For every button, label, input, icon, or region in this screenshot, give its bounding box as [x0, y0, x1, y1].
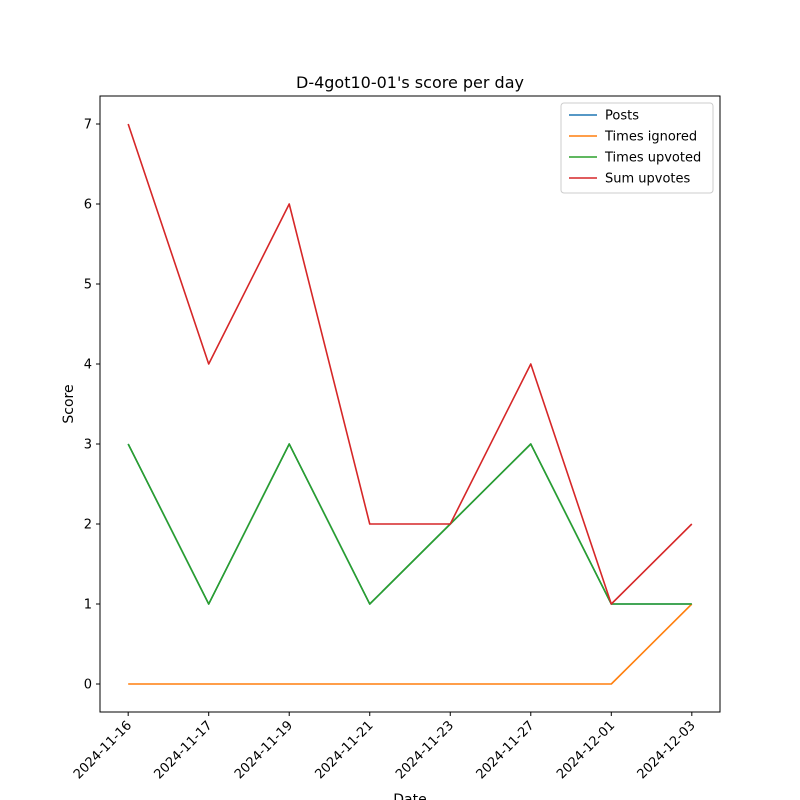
x-axis-label: Date [393, 792, 426, 800]
plot-frame [99, 95, 721, 713]
series-line-3 [127, 123, 693, 605]
chart-title: D-4got10-01's score per day [296, 73, 524, 92]
x-tick-label-0: 2024-11-16 [71, 718, 135, 782]
x-tick-label-6: 2024-12-01 [554, 718, 618, 782]
y-tick-label-0: 0 [84, 678, 92, 693]
series-line-1 [128, 603, 693, 685]
y-tick-label-2: 2 [84, 518, 92, 533]
x-tick-label-2: 2024-11-19 [232, 718, 296, 782]
y-tick-label-6: 6 [84, 198, 92, 213]
legend-label-0: Posts [605, 109, 639, 124]
x-tick-label-3: 2024-11-21 [313, 718, 377, 782]
y-tick-label-7: 7 [84, 118, 92, 133]
legend-label-2: Times upvoted [604, 151, 701, 166]
legend-label-3: Sum upvotes [605, 172, 691, 187]
legend-box [560, 102, 714, 194]
legend: Posts Times ignored Times upvoted Sum upvot… [560, 102, 714, 194]
y-tick-label-3: 3 [84, 438, 92, 453]
x-tick-label-4: 2024-11-23 [393, 718, 457, 782]
y-tick-label-5: 5 [84, 278, 92, 293]
x-tick-label-7: 2024-12-03 [635, 718, 699, 782]
y-axis-label: Score [61, 384, 77, 423]
y-axis: 0 1 2 3 4 5 6 7 [84, 118, 100, 693]
legend-label-1: Times ignored [604, 130, 697, 145]
series-layer [127, 123, 693, 685]
x-tick-label-1: 2024-11-17 [151, 718, 215, 782]
x-tick-label-5: 2024-11-27 [474, 718, 538, 782]
x-axis: 2024-11-16 2024-11-17 2024-11-19 2024-11-21… [71, 712, 699, 782]
y-tick-label-1: 1 [84, 598, 92, 613]
series-line-2 [127, 443, 692, 605]
y-tick-label-4: 4 [84, 358, 92, 373]
